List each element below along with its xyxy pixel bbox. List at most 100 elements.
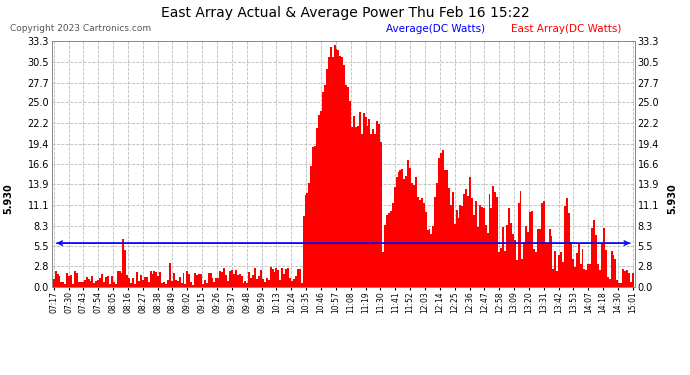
Bar <box>527 232 529 287</box>
Bar <box>231 270 233 287</box>
Bar <box>566 198 568 287</box>
Bar <box>611 251 613 287</box>
Bar <box>188 274 190 287</box>
Bar <box>607 277 609 287</box>
Bar <box>409 168 411 287</box>
Bar <box>582 249 584 287</box>
Bar <box>364 117 366 287</box>
Bar <box>90 280 92 287</box>
Bar <box>82 282 83 287</box>
Bar <box>508 208 510 287</box>
Bar <box>128 279 130 287</box>
Bar <box>92 276 93 287</box>
Bar <box>595 235 597 287</box>
Bar <box>587 264 589 287</box>
Bar <box>599 270 601 287</box>
Bar <box>163 282 165 287</box>
Bar <box>161 284 163 287</box>
Bar <box>444 170 446 287</box>
Bar <box>287 268 289 287</box>
Bar <box>481 207 483 287</box>
Bar <box>500 248 502 287</box>
Bar <box>469 177 471 287</box>
Text: 5.930: 5.930 <box>3 183 13 214</box>
Bar <box>620 284 622 287</box>
Bar <box>132 278 134 287</box>
Bar <box>306 193 308 287</box>
Bar <box>256 279 258 287</box>
Bar <box>484 225 486 287</box>
Bar <box>169 263 171 287</box>
Bar <box>138 281 140 287</box>
Bar <box>293 279 295 287</box>
Bar <box>543 201 544 287</box>
Bar <box>324 85 326 287</box>
Bar <box>260 270 262 287</box>
Bar <box>450 205 452 287</box>
Bar <box>515 261 518 287</box>
Bar <box>386 215 388 287</box>
Bar <box>572 259 574 287</box>
Bar <box>397 172 400 287</box>
Bar <box>227 281 229 287</box>
Bar <box>313 147 314 287</box>
Bar <box>506 225 508 287</box>
Bar <box>273 273 275 287</box>
Bar <box>78 282 80 287</box>
Bar <box>522 258 524 287</box>
Bar <box>371 134 373 287</box>
Bar <box>518 203 520 287</box>
Bar <box>368 119 371 287</box>
Bar <box>525 226 527 287</box>
Bar <box>428 229 431 287</box>
Bar <box>181 283 182 287</box>
Bar <box>473 215 475 287</box>
Bar <box>268 280 270 287</box>
Bar <box>562 261 564 287</box>
Bar <box>74 271 76 287</box>
Bar <box>142 280 144 287</box>
Bar <box>99 278 101 287</box>
Bar <box>165 284 167 287</box>
Bar <box>107 276 109 287</box>
Bar <box>275 268 277 287</box>
Bar <box>344 65 345 287</box>
Bar <box>618 283 620 287</box>
Bar <box>361 134 363 287</box>
Bar <box>250 278 253 287</box>
Bar <box>421 198 423 287</box>
Bar <box>597 264 599 287</box>
Bar <box>585 270 587 287</box>
Bar <box>558 255 560 287</box>
Bar <box>531 211 533 287</box>
Bar <box>467 196 469 287</box>
Bar <box>266 278 268 287</box>
Text: East Array(DC Watts): East Array(DC Watts) <box>511 24 621 34</box>
Bar <box>578 244 580 287</box>
Bar <box>304 195 306 287</box>
Bar <box>493 186 494 287</box>
Bar <box>279 280 282 287</box>
Bar <box>243 283 244 287</box>
Bar <box>380 142 382 287</box>
Bar <box>392 202 393 287</box>
Bar <box>624 272 626 287</box>
Bar <box>159 272 161 287</box>
Bar <box>560 252 562 287</box>
Bar <box>295 276 297 287</box>
Bar <box>382 252 384 287</box>
Bar <box>198 274 200 287</box>
Bar <box>615 259 616 287</box>
Bar <box>580 264 582 287</box>
Bar <box>486 233 489 287</box>
Bar <box>438 158 440 287</box>
Bar <box>419 200 421 287</box>
Bar <box>95 280 97 287</box>
Bar <box>206 283 208 287</box>
Bar <box>494 192 496 287</box>
Bar <box>622 268 624 287</box>
Bar <box>112 282 115 287</box>
Bar <box>342 57 344 287</box>
Bar <box>314 146 316 287</box>
Bar <box>101 274 103 287</box>
